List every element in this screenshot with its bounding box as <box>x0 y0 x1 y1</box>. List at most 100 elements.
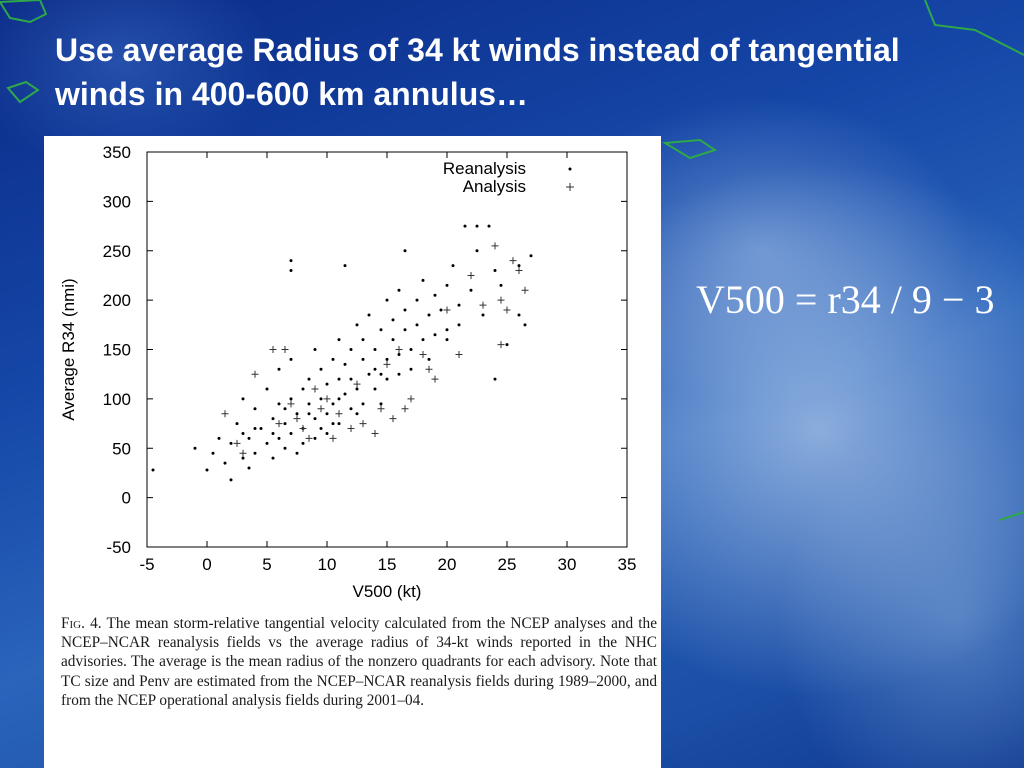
analysis-point <box>287 400 295 408</box>
x-tick-label: 25 <box>498 555 517 574</box>
analysis-point <box>497 296 505 304</box>
reanalysis-point <box>313 417 317 421</box>
plot-frame <box>146 151 628 548</box>
reanalysis-point <box>463 224 467 228</box>
reanalysis-point <box>469 288 473 292</box>
analysis-point <box>323 395 331 403</box>
analysis-point <box>497 341 505 349</box>
reanalysis-point <box>151 468 155 472</box>
y-tick-label: 100 <box>103 390 131 409</box>
legend-label: Reanalysis <box>443 159 526 178</box>
reanalysis-point <box>241 456 245 460</box>
y-tick-label: 50 <box>112 439 131 458</box>
y-tick-label: 350 <box>103 143 131 162</box>
reanalysis-point <box>517 264 521 268</box>
reanalysis-point <box>223 461 227 465</box>
reanalysis-point <box>529 254 533 258</box>
reanalysis-point <box>397 288 401 292</box>
reanalysis-point <box>331 357 335 361</box>
reanalysis-point <box>265 387 269 391</box>
analysis-point <box>509 257 517 265</box>
reanalysis-point <box>307 412 311 416</box>
reanalysis-point <box>271 431 275 435</box>
y-tick-label: -50 <box>106 538 131 557</box>
analysis-point <box>347 425 355 432</box>
x-tick-label: 5 <box>262 555 271 574</box>
analysis-point <box>239 449 247 457</box>
scatter-chart: -5 0 5 10 15 20 25 30 35-50050100150200250300350… <box>59 143 636 601</box>
reanalysis-point <box>355 323 359 327</box>
analysis-point <box>233 439 241 447</box>
analysis-point <box>419 350 427 358</box>
reanalysis-point <box>385 357 389 361</box>
reanalysis-point <box>361 357 365 361</box>
figure-caption: Fig. 4. The mean storm-relative tangenti… <box>61 614 657 710</box>
axes-group: -5 0 5 10 15 20 25 30 35-50050100150200250300350… <box>59 143 636 601</box>
figure-panel: -5 0 5 10 15 20 25 30 35 -50 0 50 100 150 200 250 300 350… <box>44 136 661 768</box>
reanalysis-point <box>499 283 503 287</box>
reanalysis-point <box>391 338 395 342</box>
analysis-point <box>521 286 529 294</box>
reanalysis-point <box>445 328 449 332</box>
slide-title: Use average Radius of 34 kt winds instea… <box>55 32 900 112</box>
reanalysis-point <box>325 412 329 416</box>
analysis-point <box>221 410 229 418</box>
reanalysis-point <box>433 293 437 297</box>
y-tick-label: 300 <box>103 192 131 211</box>
reanalysis-point <box>289 269 293 272</box>
analysis-point <box>371 429 379 437</box>
analysis-point <box>425 365 433 373</box>
reanalysis-point <box>475 224 479 228</box>
reanalysis-point <box>307 402 311 406</box>
x-axis-label: V500 (kt) <box>353 582 422 601</box>
reanalysis-point <box>253 407 257 411</box>
reanalysis-point <box>397 372 401 376</box>
reanalysis-point <box>397 352 401 356</box>
reanalysis-point <box>445 338 449 342</box>
reanalysis-point <box>211 451 215 455</box>
reanalysis-point <box>313 348 317 351</box>
x-tick-label: 0 <box>202 555 211 574</box>
caption-label: Fig. 4. <box>61 615 102 632</box>
reanalysis-point <box>427 313 431 317</box>
analysis-point <box>299 425 307 432</box>
reanalysis-point <box>391 318 395 322</box>
x-tick-label: 35 <box>618 555 637 574</box>
reanalysis-point <box>409 348 413 351</box>
reanalysis-point <box>301 387 305 391</box>
y-tick-label: 200 <box>103 291 131 310</box>
legend-marker-dot <box>568 167 572 171</box>
reanalysis-point <box>337 422 341 426</box>
reanalysis-point <box>367 372 371 376</box>
reanalysis-point <box>307 377 311 381</box>
analysis-point <box>353 380 361 388</box>
reanalysis-point <box>427 357 431 361</box>
reanalysis-point <box>277 436 281 440</box>
reanalysis-point <box>379 372 383 376</box>
reanalysis-point <box>229 441 233 445</box>
x-tick-label: 20 <box>438 555 457 574</box>
analysis-point <box>479 301 487 309</box>
analysis-point <box>515 267 523 274</box>
reanalysis-point <box>265 441 269 445</box>
x-tick-label: 30 <box>558 555 577 574</box>
analysis-point <box>383 360 391 368</box>
reanalysis-point <box>241 397 245 401</box>
analysis-point <box>443 306 451 314</box>
analysis-point <box>311 385 319 393</box>
analysis-point <box>395 346 403 353</box>
legend-marker-plus <box>566 183 574 191</box>
reanalysis-point <box>289 357 293 361</box>
reanalysis-point <box>259 427 263 430</box>
analysis-point <box>329 434 337 442</box>
reanalysis-point <box>283 407 287 411</box>
reanalysis-point <box>493 377 497 381</box>
reanalysis-point <box>319 397 323 401</box>
analysis-point <box>491 242 499 250</box>
reanalysis-point <box>361 402 365 406</box>
reanalysis-point <box>253 427 257 430</box>
y-tick-label: 150 <box>103 341 131 360</box>
reanalysis-point <box>253 451 257 455</box>
reanalysis-point <box>241 431 245 435</box>
